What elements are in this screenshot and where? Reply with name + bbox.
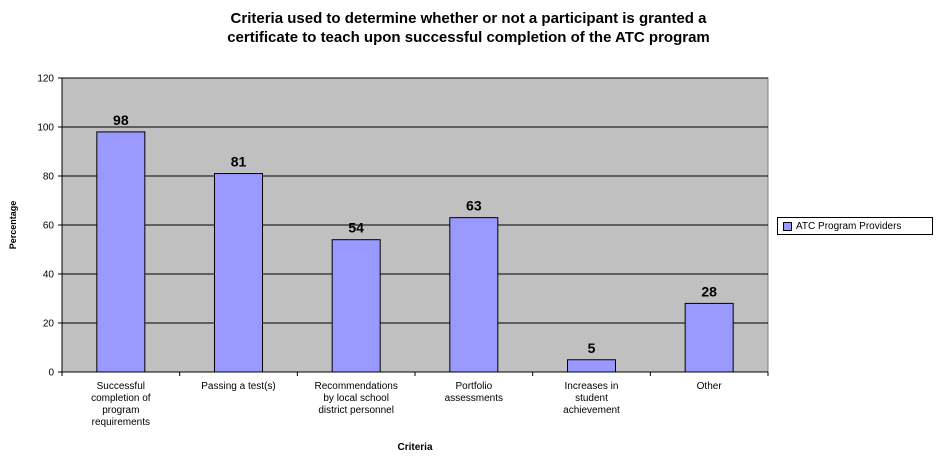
- bar: [567, 359, 616, 373]
- data-label: 54: [348, 220, 364, 236]
- y-tick-label: 40: [43, 270, 55, 281]
- bar: [684, 302, 734, 373]
- x-tick-label: Passing a test(s): [201, 381, 275, 392]
- legend: ATC Program Providers: [777, 217, 933, 235]
- data-label: 81: [231, 154, 247, 170]
- y-axis-title: Percentage: [8, 201, 18, 250]
- x-tick-label: Other: [697, 381, 723, 392]
- y-tick-label: 120: [37, 74, 54, 85]
- x-tick-label: Successful completion of program requiremen…: [91, 381, 151, 428]
- y-tick-label: 80: [43, 172, 55, 183]
- x-axis-title: Criteria: [397, 442, 432, 453]
- x-tick-label: Portfolio assessments: [445, 381, 503, 404]
- x-tick-label: Increases in student achievement: [563, 381, 620, 416]
- data-label: 63: [466, 198, 482, 214]
- legend-swatch: [783, 221, 792, 231]
- x-tick-label: Recommendations by local school district p…: [314, 381, 397, 416]
- y-tick-label: 0: [48, 368, 54, 379]
- bar: [96, 131, 146, 373]
- chart-title-line-2: certificate to teach upon successful com…: [227, 29, 710, 46]
- y-tick-label: 20: [43, 319, 55, 330]
- data-label: 5: [588, 340, 596, 356]
- bar: [214, 173, 263, 373]
- bar: [331, 239, 381, 373]
- bar: [449, 217, 499, 373]
- y-tick-label: 100: [37, 123, 54, 134]
- data-label: 28: [701, 283, 717, 299]
- legend-label: ATC Program Providers: [796, 220, 902, 232]
- y-tick-label: 60: [43, 221, 55, 232]
- chart-title-line-1: Criteria used to determine whether or no…: [230, 10, 707, 27]
- data-label: 98: [113, 112, 129, 128]
